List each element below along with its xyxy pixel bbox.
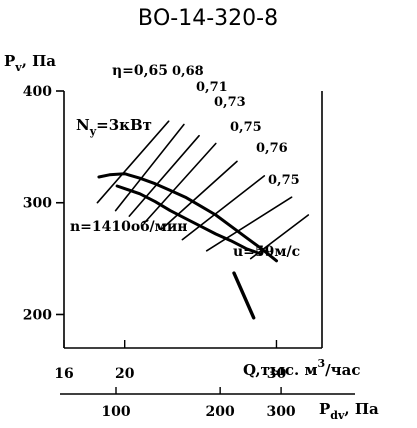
velocity-line bbox=[232, 271, 256, 320]
x-axis-label-main: Q,тыс. м bbox=[243, 361, 317, 379]
efficiency-line bbox=[128, 134, 200, 217]
pdv-axis-label-unit: , Па bbox=[344, 400, 379, 418]
y-tick-label: 200 bbox=[23, 307, 52, 323]
efficiency-line bbox=[114, 123, 185, 212]
power-label-sub: y bbox=[89, 125, 97, 138]
efficiency-value-label: 0,71 bbox=[196, 80, 228, 95]
power-curve bbox=[115, 184, 263, 256]
pdv-tick-label: 300 bbox=[266, 404, 295, 420]
efficiency-value-label: 0,75 bbox=[230, 120, 262, 135]
eta-label-text: η=0,65 bbox=[112, 63, 168, 79]
chart-title: ВО-14-320-8 bbox=[138, 6, 278, 31]
efficiency-value-label: 0,68 bbox=[172, 64, 204, 79]
svg-text:Pdv, Па: Pdv, Па bbox=[319, 400, 379, 422]
pdv-tick-label: 100 bbox=[101, 404, 130, 420]
x-tick-label: 20 bbox=[115, 366, 135, 382]
y-tick-label: 300 bbox=[23, 196, 52, 212]
efficiency-value-label: 0,73 bbox=[214, 95, 246, 110]
svg-text:Ny=3кВт: Ny=3кВт bbox=[76, 116, 152, 138]
y-axis-label-main: P bbox=[4, 52, 15, 70]
pdv-axis-label-main: P bbox=[319, 400, 330, 418]
speed-label: n=1410об/мин bbox=[70, 219, 187, 235]
power-label: Ny=3кВт bbox=[76, 116, 152, 138]
efficiency-line bbox=[205, 196, 293, 252]
svg-text:Q,тыс. м3/час: Q,тыс. м3/час bbox=[243, 357, 360, 379]
y-tick-label: 400 bbox=[23, 84, 52, 100]
efficiency-line bbox=[181, 175, 266, 241]
x-axis-label: Q,тыс. м3/час bbox=[243, 357, 360, 379]
y-axis-label-unit: , Па bbox=[22, 52, 57, 70]
power-label-value: =3кВт bbox=[96, 116, 152, 134]
efficiency-line bbox=[249, 214, 310, 260]
pressure-curve bbox=[97, 172, 278, 263]
x-tick-label: 16 bbox=[54, 366, 73, 382]
y-axis-label: Pv, Па bbox=[4, 52, 56, 74]
x-axis-label-sup: 3 bbox=[317, 357, 325, 370]
efficiency-value-label: 0,75 bbox=[268, 173, 300, 188]
pdv-axis-label-sub: dv bbox=[330, 409, 345, 422]
svg-text:Pv, Па: Pv, Па bbox=[4, 52, 56, 74]
efficiency-line bbox=[160, 160, 238, 231]
pdv-axis-label: Pdv, Па bbox=[319, 400, 379, 422]
power-label-main: N bbox=[76, 116, 90, 134]
pdv-tick-label: 200 bbox=[206, 404, 235, 420]
eta-label: η=0,65 bbox=[112, 63, 168, 79]
efficiency-line bbox=[96, 120, 170, 204]
x-tick-label: 30 bbox=[267, 366, 287, 382]
efficiency-line bbox=[143, 142, 217, 224]
x-axis-label-unit: /час bbox=[325, 361, 360, 379]
y-axis-label-sub: v bbox=[14, 61, 22, 74]
efficiency-value-label: 0,76 bbox=[256, 141, 288, 156]
